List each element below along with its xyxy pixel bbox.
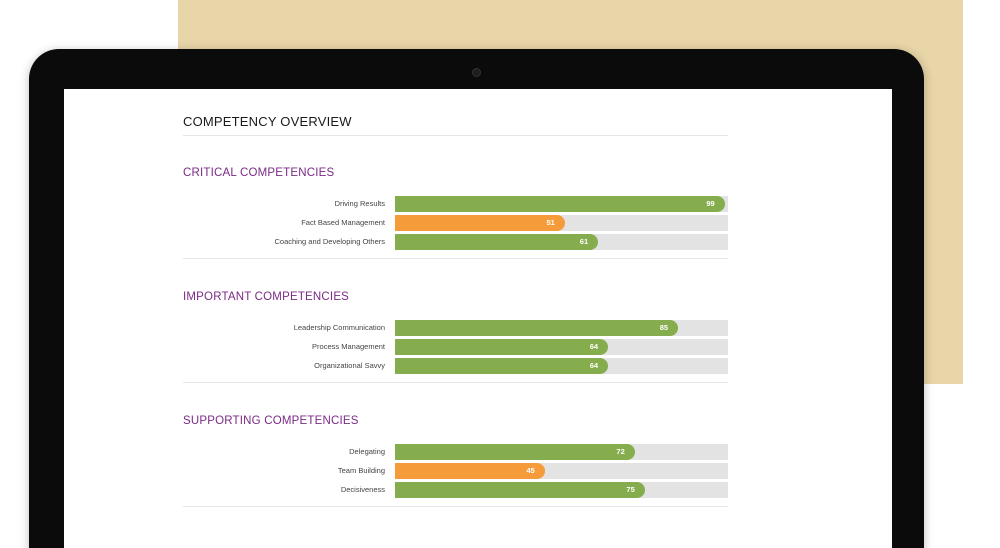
section-title: IMPORTANT COMPETENCIES	[183, 291, 350, 303]
score-bar: 61	[395, 234, 599, 250]
competency-label: Fact Based Management	[301, 218, 385, 227]
score-value: 61	[579, 237, 589, 246]
competency-label: Organizational Savvy	[314, 361, 385, 370]
competency-row: Driving Results 99	[183, 196, 728, 212]
section-divider	[183, 258, 728, 259]
score-bar: 75	[395, 482, 645, 498]
laptop-screen: COMPETENCY OVERVIEW CRITICAL COMPETENCIE…	[64, 89, 892, 548]
score-track: 64	[395, 358, 728, 374]
score-bar: 72	[395, 444, 635, 460]
score-bar: 99	[395, 196, 725, 212]
score-track: 72	[395, 444, 728, 460]
score-track: 75	[395, 482, 728, 498]
competency-row: Leadership Communication 85	[183, 320, 728, 336]
competency-row: Decisiveness 75	[183, 482, 728, 498]
score-track: 64	[395, 339, 728, 355]
section-divider	[183, 506, 728, 507]
score-value: 64	[589, 361, 599, 370]
competency-label: Team Building	[337, 466, 385, 475]
competency-row: Delegating 72	[183, 444, 728, 460]
competency-label: Delegating	[349, 447, 385, 456]
competency-row: Team Building 45	[183, 463, 728, 479]
competency-label: Leadership Communication	[293, 323, 385, 332]
score-track: 61	[395, 234, 728, 250]
competency-row: Coaching and Developing Others 61	[183, 234, 728, 250]
section-divider	[183, 382, 728, 383]
score-bar: 64	[395, 358, 609, 374]
score-track: 85	[395, 320, 728, 336]
score-bar: 64	[395, 339, 609, 355]
score-bar: 45	[395, 463, 545, 479]
laptop-frame: COMPETENCY OVERVIEW CRITICAL COMPETENCIE…	[29, 49, 924, 548]
competency-label: Coaching and Developing Others	[274, 237, 386, 246]
score-bar: 85	[395, 320, 679, 336]
score-track: 51	[395, 215, 728, 231]
competency-row: Organizational Savvy 64	[183, 358, 728, 374]
score-bar: 51	[395, 215, 565, 231]
page-title: COMPETENCY OVERVIEW	[183, 114, 352, 129]
score-value: 85	[659, 323, 669, 332]
competency-label: Driving Results	[334, 199, 385, 208]
competency-label: Process Management	[312, 342, 385, 351]
section-critical-competencies: CRITICAL COMPETENCIES Driving Results 99…	[183, 167, 728, 277]
score-track: 45	[395, 463, 728, 479]
competency-row: Process Management 64	[183, 339, 728, 355]
score-track: 99	[395, 196, 728, 212]
score-value: 72	[616, 447, 625, 456]
section-supporting-competencies: SUPPORTING COMPETENCIES Delegating 72 Te…	[183, 415, 728, 525]
score-value: 45	[526, 466, 535, 475]
competency-label: Decisiveness	[340, 485, 385, 494]
score-value: 75	[626, 485, 635, 494]
webcam-icon	[472, 68, 481, 77]
section-title: SUPPORTING COMPETENCIES	[183, 415, 359, 427]
section-important-competencies: IMPORTANT COMPETENCIES Leadership Commun…	[183, 291, 728, 401]
competency-row: Fact Based Management 51	[183, 215, 728, 231]
score-value: 51	[546, 218, 555, 227]
section-title: CRITICAL COMPETENCIES	[183, 167, 335, 179]
score-value: 64	[589, 342, 599, 351]
title-divider	[183, 135, 728, 136]
score-value: 99	[706, 199, 715, 208]
